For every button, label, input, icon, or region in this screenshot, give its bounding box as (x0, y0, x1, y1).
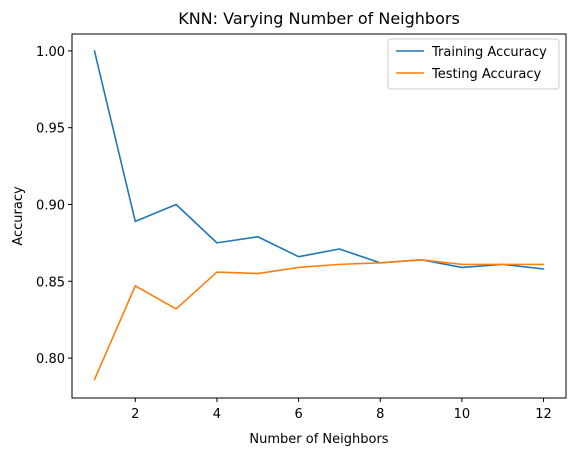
x-axis-label: Number of Neighbors (249, 432, 388, 447)
x-tick-label: 2 (131, 407, 139, 422)
legend-box (387, 38, 560, 90)
x-tick-label: 10 (454, 407, 471, 422)
legend-label-training: Training Accuracy (431, 45, 547, 60)
chart-title: KNN: Varying Number of Neighbors (178, 9, 460, 28)
y-tick-label: 0.90 (36, 198, 65, 213)
legend-label-testing: Testing Accuracy (431, 67, 541, 82)
legend: Training Accuracy Testing Accuracy (387, 38, 560, 90)
y-tick-label: 0.80 (36, 352, 65, 367)
series-line-training-accuracy (93, 50, 545, 270)
y-tick-label: 0.95 (36, 122, 65, 137)
x-tick-label: 8 (376, 407, 384, 422)
plot-frame (71, 33, 567, 399)
x-tick-label: 4 (213, 407, 221, 422)
y-axis-label: Accuracy (11, 186, 26, 246)
x-axis-ticks: 2 4 6 8 10 12 (131, 398, 552, 422)
x-tick-label: 6 (294, 407, 302, 422)
y-tick-label: 1.00 (36, 45, 65, 60)
series-line-testing-accuracy (93, 258, 545, 381)
y-axis-ticks: 0.80 0.85 0.90 0.95 1.00 (36, 45, 72, 367)
plot-background (72, 34, 566, 398)
y-tick-label: 0.85 (36, 275, 65, 290)
series-layer (93, 50, 545, 381)
x-tick-label: 12 (535, 407, 552, 422)
